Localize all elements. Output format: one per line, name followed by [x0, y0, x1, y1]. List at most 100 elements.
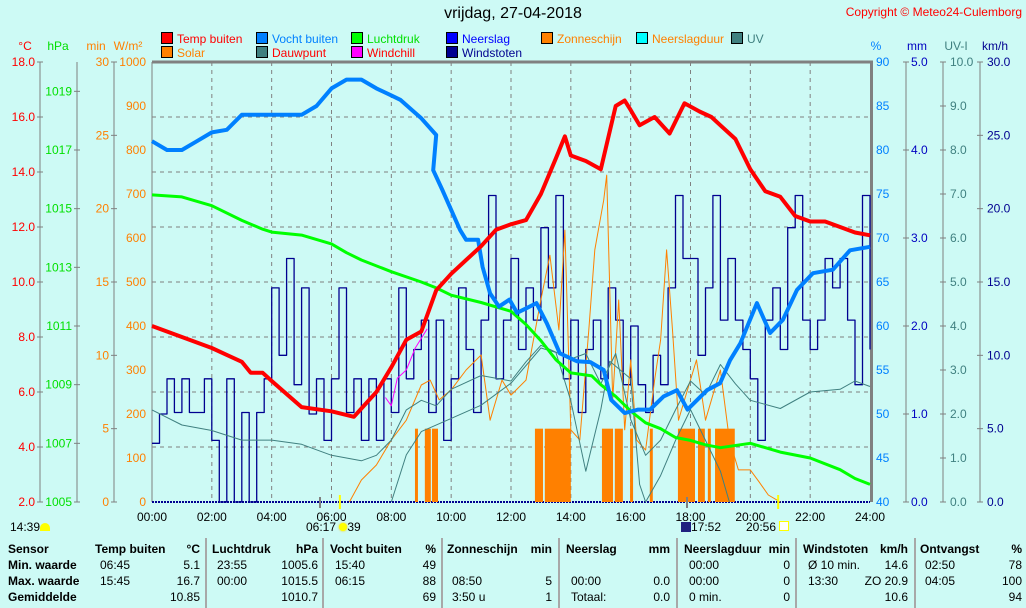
axis-unit-label: %: [871, 39, 882, 53]
sun-icon: [339, 523, 348, 531]
sunshine-bar: [677, 428, 695, 502]
axis-tick-label: 25.0: [987, 128, 1011, 142]
legend-swatch: [446, 32, 458, 44]
chart-title: vrijdag, 27-04-2018: [444, 5, 582, 22]
legend-swatch: [351, 32, 363, 44]
x-tick-label: 20:00: [735, 510, 765, 524]
table-cell-time: 06:15: [335, 574, 366, 588]
legend-item: Neerslag: [446, 32, 511, 46]
axis-tick-label: 65: [876, 275, 890, 289]
table-header-unit: mm: [648, 542, 670, 556]
legend-label: Neerslag: [462, 32, 511, 46]
axis-tick-label: 40: [876, 495, 890, 509]
table-header-unit: min: [768, 542, 790, 556]
axis-tick-label: 10.0: [12, 275, 36, 289]
axis-tick-label: 1007: [45, 436, 72, 450]
axis-tick-label: 60: [876, 319, 890, 333]
axis-tick-label: 100: [126, 451, 146, 465]
table-header-unit: hPa: [295, 542, 318, 556]
legend-label: Vocht buiten: [272, 32, 339, 46]
sunshine-bar: [707, 428, 711, 502]
axis-tick-label: 8.0: [950, 143, 967, 157]
axis-tick-label: 15.0: [987, 275, 1011, 289]
table-cell-value: 10.6: [884, 590, 908, 604]
series-vocht-buiten: [150, 77, 871, 416]
axis-wind: km/h 30.0 25.0 20.0 15.0 10.0 5.0 0.0: [977, 39, 1011, 509]
table-cell-time: 23:55: [217, 558, 248, 572]
legend-swatch: [731, 32, 743, 44]
table-cell-value: ZO 20.9: [864, 574, 908, 588]
axis-unit-label: hPa: [47, 39, 69, 53]
table-cell-value: 5.1: [183, 558, 200, 572]
table-row-label: Gemiddelde: [8, 590, 77, 604]
table-separator: [205, 538, 207, 608]
axis-tick-label: 3.0: [911, 231, 928, 245]
sunrise-time: 06:17: [306, 520, 337, 534]
axis-tick-label: 30.0: [987, 55, 1011, 69]
table-cell-value: 0: [783, 558, 790, 572]
axis-tick-label: 6.0: [950, 231, 967, 245]
table-cell-time: Totaal:: [571, 590, 607, 604]
series-dauwpunt: [151, 344, 871, 462]
axis-tick-label: 500: [126, 275, 146, 289]
legend-swatch: [256, 46, 268, 58]
axis-unit-label: °C: [18, 39, 32, 53]
moon-time: 17:52: [691, 520, 722, 534]
table-cell-value: 100: [1001, 574, 1022, 588]
axis-tick-label: 1011: [46, 319, 72, 333]
x-tick-label: 22:00: [795, 510, 825, 524]
axis-tick-label: 10: [96, 348, 110, 362]
table-cell-time: 00:00: [689, 574, 720, 588]
axis-tick-label: 1.0: [950, 451, 967, 465]
axis-tick-label: 75: [876, 187, 890, 201]
legend-item: UV: [731, 32, 764, 46]
legend-item: Solar: [161, 46, 205, 60]
sunshine-bar: [432, 428, 439, 502]
axis-tick-label: 55: [876, 363, 890, 377]
x-tick-label: 24:00: [855, 510, 885, 524]
weather-chart: °C18.016.014.012.010.08.06.04.02.0hPa101…: [12, 39, 1011, 524]
axis-unit-label: mm: [907, 39, 927, 53]
table-separator: [914, 538, 916, 608]
axis-tick-label: 45: [876, 451, 890, 465]
axis-tick-label: 1.0: [911, 407, 928, 421]
axis-tick-label: 14.0: [12, 165, 36, 179]
table-cell-time: 15:40: [335, 558, 366, 572]
axis-humidity: % 90 85 80 75 70 65 60 55 50 45 40: [871, 39, 890, 509]
x-tick-label: 02:00: [197, 510, 227, 524]
axis-tick-label: 0: [102, 495, 109, 509]
series-windstoten: [152, 194, 871, 503]
table-cell-value: 16.7: [176, 574, 200, 588]
table-header: Vocht buiten: [330, 542, 402, 556]
legend-label: Luchtdruk: [367, 32, 420, 46]
axis-tick-label: 25: [96, 128, 110, 142]
x-tick-label: 06:00: [316, 510, 346, 524]
legend-label: Neerslagduur: [652, 32, 725, 46]
sunshine-bar: [649, 428, 653, 502]
axis-tick-label: 200: [126, 407, 146, 421]
legend-label: Windchill: [367, 46, 416, 60]
moon-icon: [681, 522, 691, 532]
axis-tick-label: 20.0: [987, 202, 1011, 216]
stats-table: Sensor Temp buiten °C Luchtdruk hPa Vocht bui…: [0, 538, 1026, 608]
moonrise-label: 17:52: [681, 520, 721, 534]
legend-item: Zonneschijn: [541, 32, 622, 46]
table-separator: [676, 538, 678, 608]
table-header-unit: min: [530, 542, 552, 556]
axis-tick-label: 1005: [45, 495, 72, 509]
sunshine-bar: [424, 428, 431, 502]
sunshine-bar: [414, 428, 418, 502]
axis-tick-label: 0: [139, 495, 146, 509]
table-cell-time: 00:00: [217, 574, 248, 588]
axis-temp: °C 18.0 16.0 14.0 12.0 10.0 8.0 6.0 4.0 2.0: [12, 39, 43, 509]
table-cell-value: 0.0: [653, 590, 670, 604]
legend-item: Luchtdruk: [351, 32, 420, 46]
axis-tick-label: 70: [876, 231, 890, 245]
table-cell-time: Ø 10 min.: [808, 558, 861, 572]
sunset-label: 20:56: [746, 520, 790, 534]
table-cell-value: 1015.5: [281, 574, 318, 588]
table-row-label: Min. waarde: [8, 558, 77, 572]
table-header: Neerslagduur: [684, 542, 762, 556]
axis-tick-label: 16.0: [12, 110, 36, 124]
copyright: Copyright © Meteo24-Culemborg: [845, 5, 1022, 19]
